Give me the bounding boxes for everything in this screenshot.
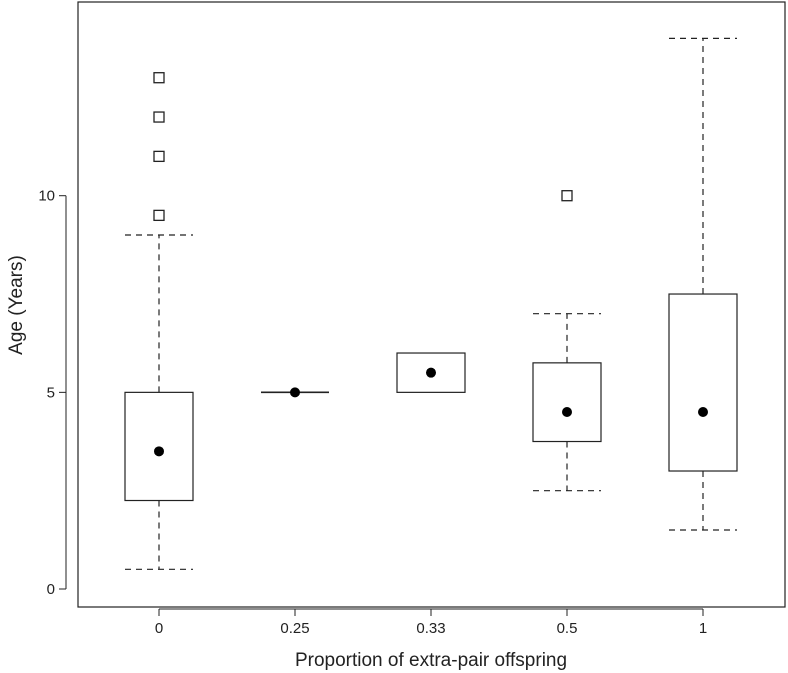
y-tick-label-5: 5 xyxy=(47,384,55,401)
median-dot xyxy=(698,407,708,418)
outlier-point xyxy=(153,150,165,163)
outlier-point xyxy=(153,72,165,84)
median-dot xyxy=(562,407,572,418)
median-dot xyxy=(426,367,436,378)
box-0.33 xyxy=(396,352,466,393)
box-body xyxy=(532,362,602,443)
x-tick-label-0.25: 0.25 xyxy=(280,620,309,637)
outlier-point xyxy=(153,111,165,123)
box-0.25 xyxy=(261,387,329,398)
box-1 xyxy=(668,37,738,531)
box-0 xyxy=(124,72,194,570)
y-tick-label-10: 10 xyxy=(38,188,55,205)
x-axis-title: Proportion of extra-pair offspring xyxy=(295,650,567,671)
x-axis: 0 0.25 0.33 0.5 1 xyxy=(155,608,707,637)
y-tick-label-0: 0 xyxy=(47,581,55,598)
median-dot xyxy=(154,446,164,457)
x-tick-label-0.33: 0.33 xyxy=(416,620,445,637)
y-axis: 0 5 10 xyxy=(38,188,67,598)
y-axis-title: Age (Years) xyxy=(6,255,27,355)
median-dot xyxy=(290,387,300,398)
outlier-point xyxy=(153,209,165,222)
boxes-group xyxy=(124,37,738,570)
x-tick-label-0.5: 0.5 xyxy=(557,620,578,637)
box-body xyxy=(668,293,738,472)
x-tick-label-0: 0 xyxy=(155,620,163,637)
plot-frame xyxy=(77,1,786,608)
box-0.5 xyxy=(532,190,602,492)
x-tick-label-1: 1 xyxy=(699,620,707,637)
outlier-point xyxy=(561,190,573,202)
